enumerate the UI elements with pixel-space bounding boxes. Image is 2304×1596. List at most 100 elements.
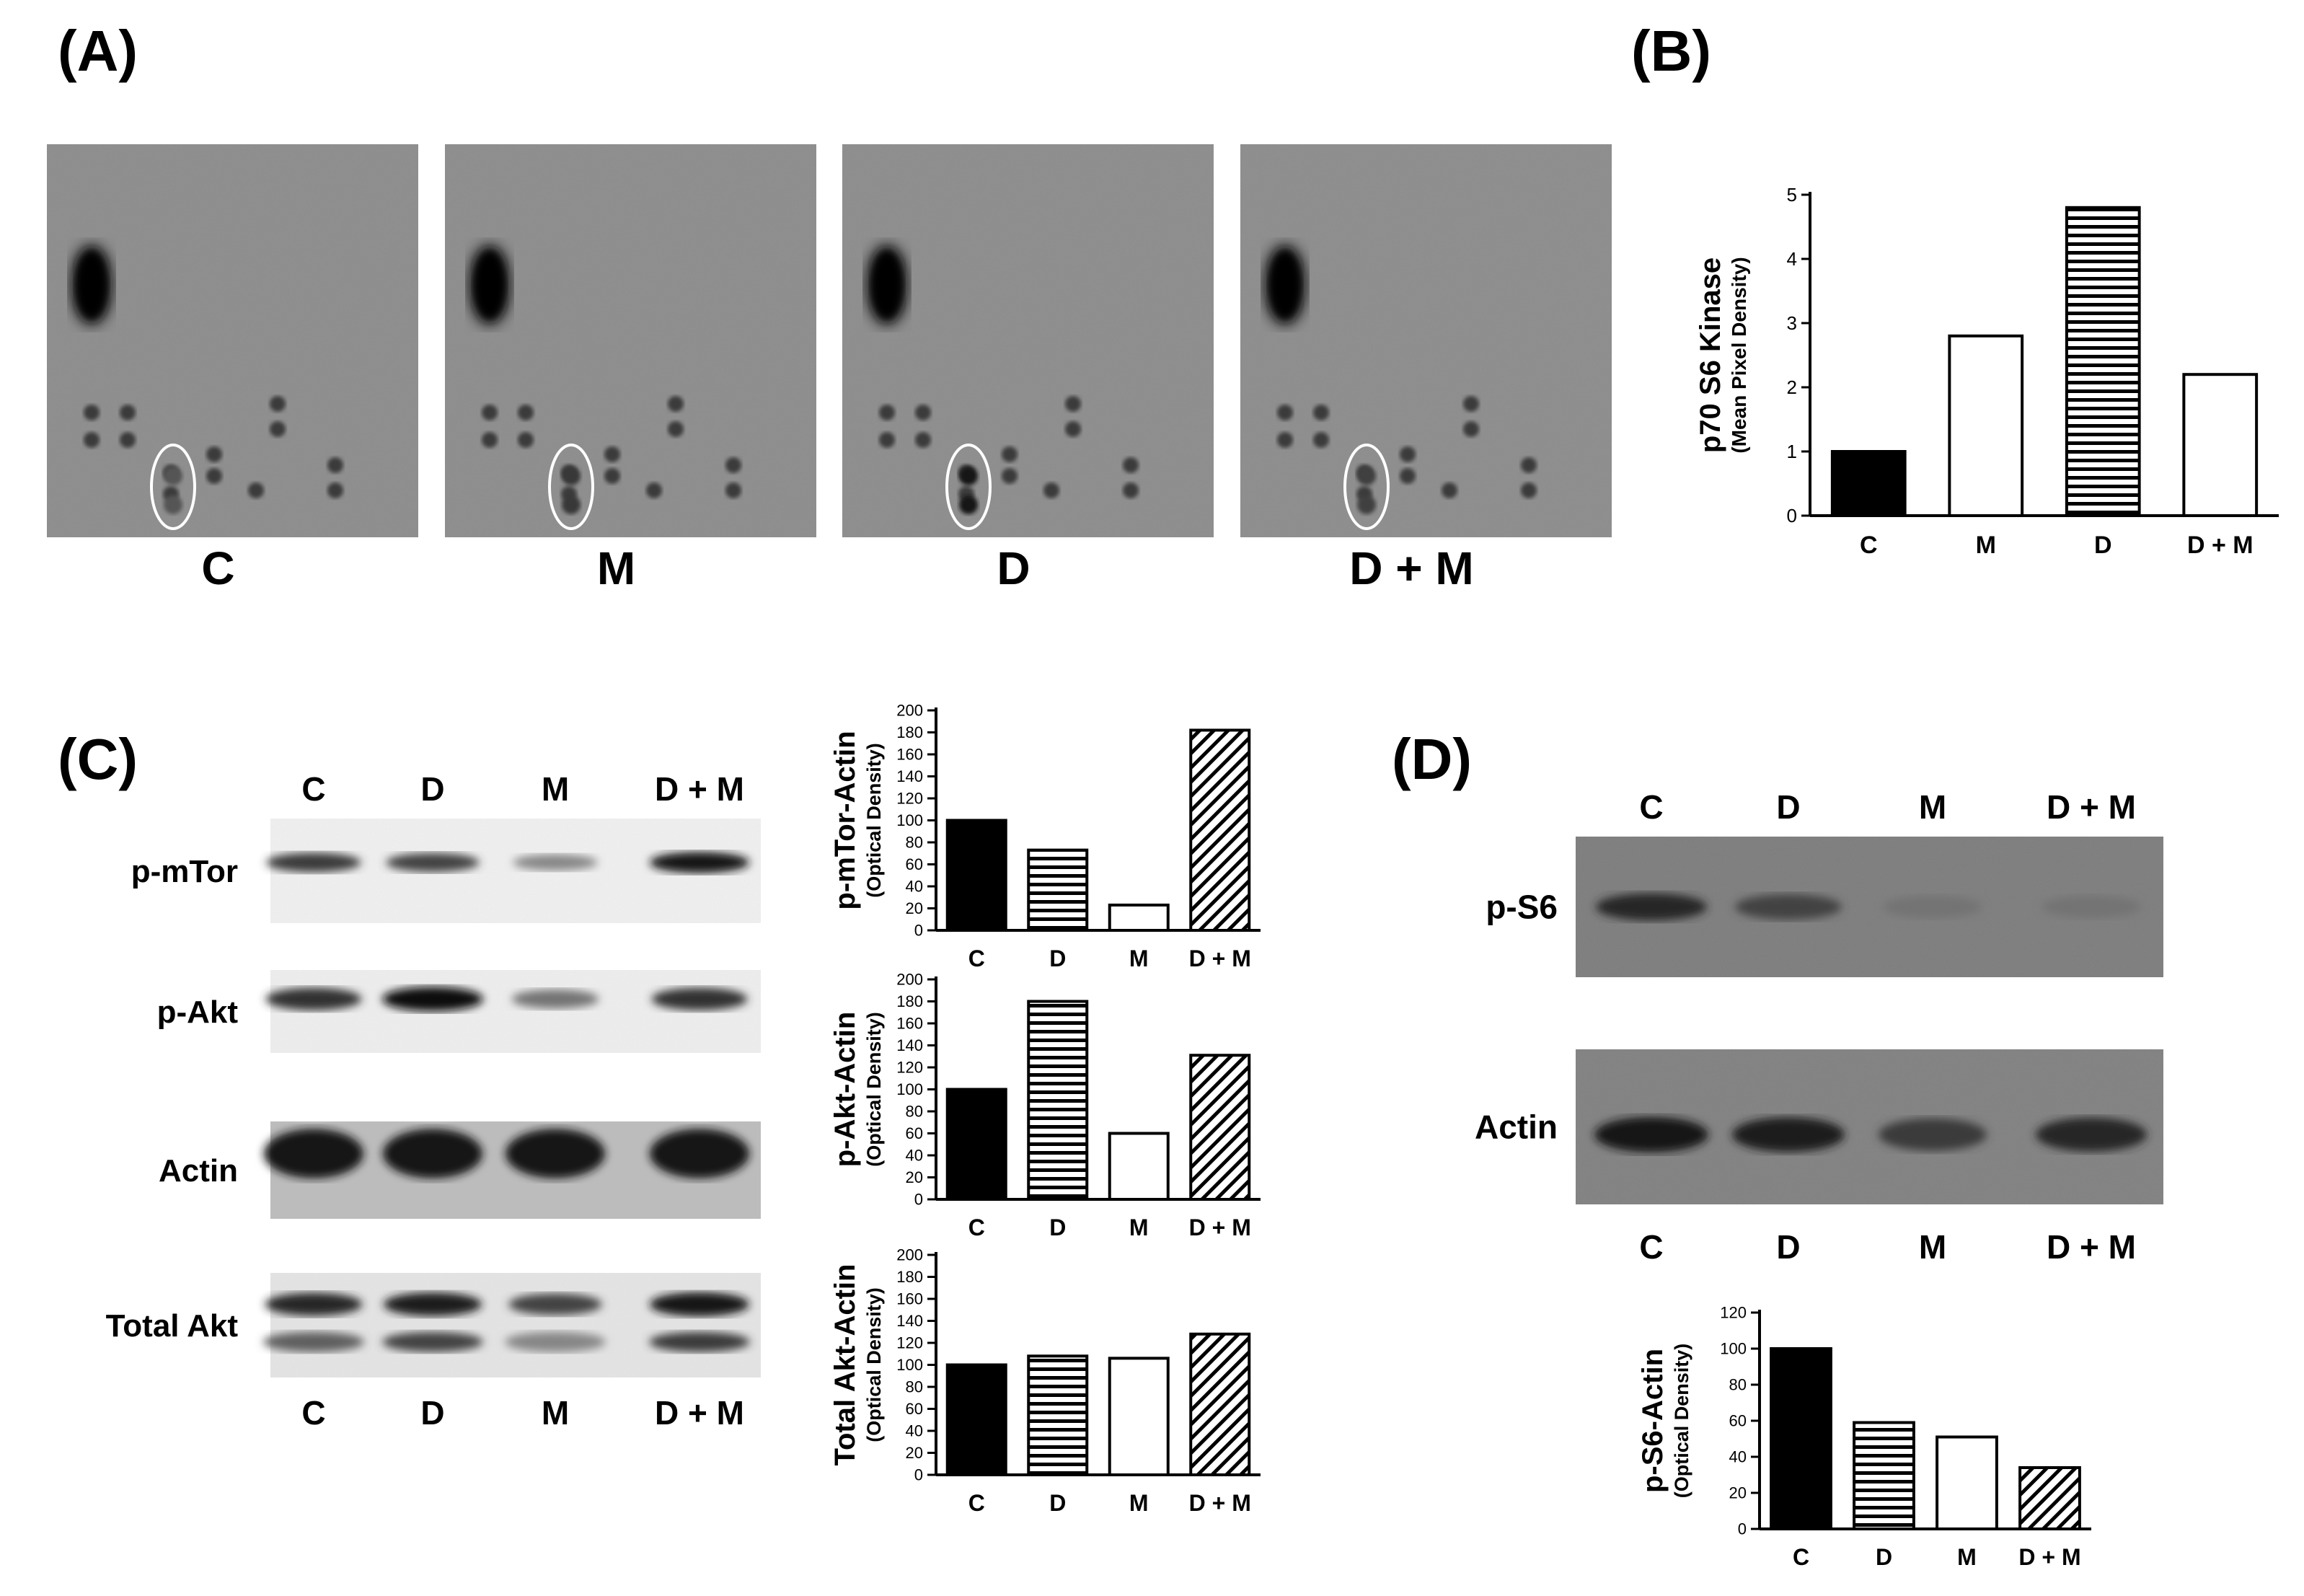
y-tick-label: 40	[906, 1147, 923, 1165]
array-dot	[84, 405, 100, 420]
array-dot	[518, 432, 534, 448]
band-m	[511, 989, 599, 1009]
array-label-d: D	[997, 542, 1030, 594]
bar-d-m	[1189, 728, 1251, 932]
y-tick-label: 20	[906, 899, 923, 917]
lane-label-top-d-m: D + M	[2047, 788, 2136, 826]
chart-c-p-mtor-actin: 0 20 40 60 80 100 120 140 160 180 200 C D M D + M p-mTo…	[829, 702, 1261, 971]
y-tick-label: 120	[896, 1059, 923, 1077]
y-axis-subtitle: (Optical Density)	[863, 1012, 885, 1167]
y-tick-label: 0	[914, 1466, 923, 1484]
bar-c	[945, 1363, 1007, 1476]
band-m	[1883, 895, 1982, 919]
array-dot	[1313, 405, 1329, 420]
blot-strip-actin	[263, 1121, 761, 1219]
array-dot	[1313, 432, 1329, 448]
circled-dot-bottom	[959, 495, 978, 514]
bar-m	[1936, 1435, 1998, 1530]
bar-d-m	[2018, 1466, 2081, 1530]
x-tick-label: M	[1129, 1214, 1149, 1240]
array-membrane-m	[445, 144, 816, 537]
band-total-akt-lower	[382, 1331, 483, 1352]
band-d-m	[649, 1129, 750, 1178]
y-tick-label: 80	[1729, 1376, 1747, 1394]
blot-row-label-p-akt: p-Akt	[157, 995, 239, 1030]
array-label-c: C	[201, 542, 234, 594]
bar-c	[945, 1088, 1007, 1201]
y-tick-label: 160	[896, 1015, 923, 1033]
array-dot	[604, 446, 620, 462]
array-dot	[725, 482, 741, 498]
array-dot	[879, 405, 895, 420]
y-tick-label: 120	[896, 790, 923, 808]
highlight-ellipse	[548, 444, 594, 530]
y-tick-label: 40	[906, 878, 923, 896]
blot-texture	[270, 970, 761, 1053]
array-dot	[1065, 421, 1081, 437]
array-dot	[206, 446, 222, 462]
y-tick-label: 160	[896, 746, 923, 764]
bar-d	[1027, 1354, 1089, 1477]
lane-label-bottom-c: C	[1639, 1228, 1663, 1266]
x-tick-label: C	[968, 1214, 985, 1240]
y-tick-label: 200	[896, 971, 923, 989]
lane-label-bottom-m: M	[1919, 1228, 1946, 1266]
band-d-m	[649, 852, 750, 873]
array-dot	[1277, 405, 1293, 420]
y-tick-label: 100	[896, 1356, 923, 1374]
band-d	[1735, 894, 1842, 920]
y-tick-label: 5	[1787, 184, 1797, 206]
panel-a-antibody-arrays: C M D D + M	[47, 144, 1612, 594]
bar-d	[1853, 1421, 1915, 1530]
reference-spot-core	[76, 250, 107, 319]
array-dot	[1123, 482, 1139, 498]
band-c	[1594, 1116, 1708, 1152]
array-dot	[1002, 446, 1018, 462]
x-tick-label: D + M	[2018, 1544, 2080, 1570]
y-axis-title: p70 S6 Kinase	[1695, 257, 1726, 453]
array-dot	[1043, 482, 1059, 498]
x-tick-label: D + M	[1189, 1214, 1251, 1240]
y-axis-subtitle: (Mean Pixel Density)	[1728, 257, 1750, 453]
band-d	[1732, 1117, 1845, 1152]
array-membrane-d-m	[1240, 144, 1612, 537]
blot-row-label-actin: Actin	[1475, 1108, 1558, 1146]
y-tick-label: 140	[896, 1036, 923, 1054]
y-tick-label: 140	[896, 767, 923, 785]
lane-label-top-c: C	[301, 770, 325, 808]
y-tick-label: 40	[1729, 1448, 1747, 1466]
y-tick-label: 180	[896, 723, 923, 741]
array-dot	[1463, 396, 1479, 412]
lane-label-top-c: C	[1639, 788, 1663, 826]
bar-m	[1948, 334, 2024, 517]
bar-d	[2065, 206, 2141, 517]
band-d-m	[649, 1292, 750, 1317]
array-dot	[206, 468, 222, 484]
panel-label-b: (B)	[1631, 19, 1711, 83]
array-dot	[270, 421, 286, 437]
lane-label-top-m: M	[1919, 788, 1946, 826]
array-dot	[1123, 457, 1139, 473]
array-dot	[120, 432, 136, 448]
membrane-texture	[1240, 144, 1612, 537]
panel-label-d: (D)	[1392, 727, 1472, 791]
blot-strip-actin	[1576, 1049, 2163, 1204]
y-tick-label: 160	[896, 1290, 923, 1308]
y-tick-label: 60	[1729, 1412, 1747, 1430]
blot-strip-p-akt	[265, 970, 761, 1053]
highlight-ellipse	[945, 444, 992, 530]
panel-label-c: (C)	[58, 727, 138, 791]
array-dot	[668, 396, 684, 412]
highlight-ellipse	[150, 444, 196, 530]
x-tick-label: D	[1049, 1490, 1066, 1516]
lane-label-bottom-c: C	[301, 1394, 325, 1432]
x-tick-label: M	[1957, 1544, 1977, 1570]
circled-dot-bottom	[164, 495, 182, 514]
x-tick-label: D	[2094, 532, 2112, 559]
y-tick-label: 40	[906, 1422, 923, 1440]
chart-c-total-akt-actin: 0 20 40 60 80 100 120 140 160 180 200 C D M D + M Total…	[829, 1246, 1261, 1516]
panel-label-a: (A)	[58, 19, 138, 83]
array-dot	[1277, 432, 1293, 448]
band-d-m	[2036, 1117, 2147, 1152]
array-dot	[120, 405, 136, 420]
